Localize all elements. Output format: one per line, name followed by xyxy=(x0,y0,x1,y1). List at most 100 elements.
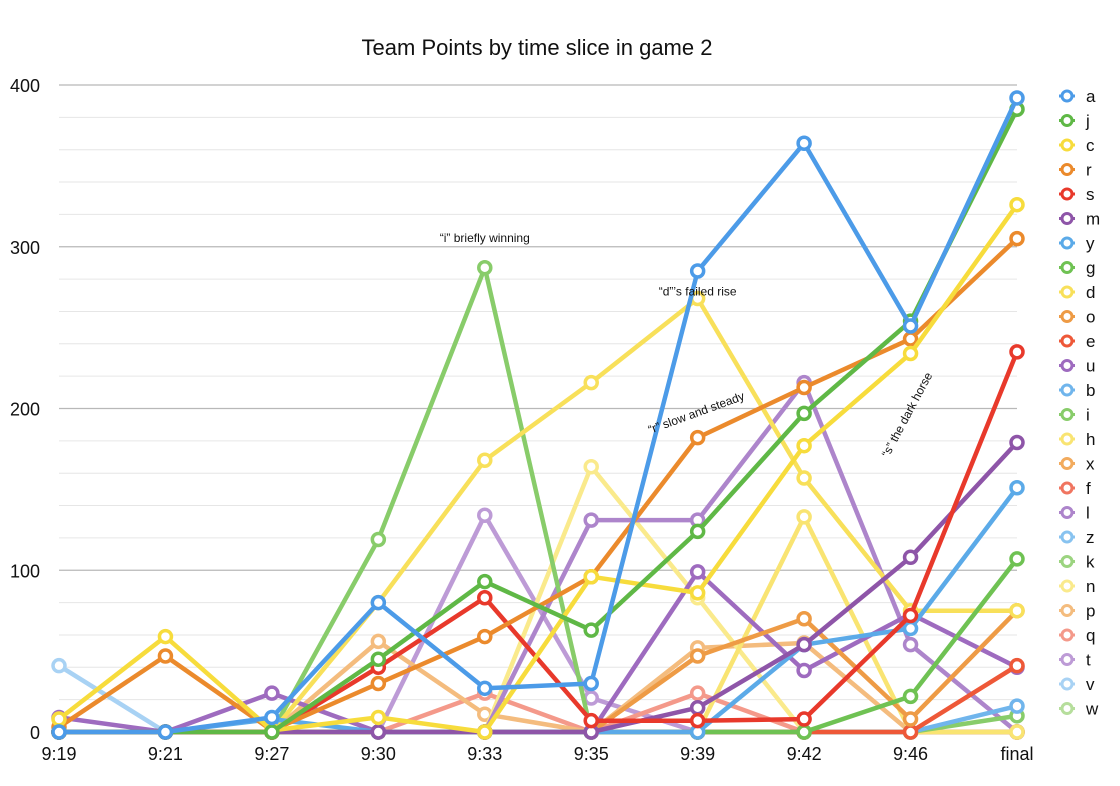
data-point-j xyxy=(583,622,599,638)
data-point-a xyxy=(477,680,493,697)
data-point-g xyxy=(902,688,919,705)
legend-swatch-marker xyxy=(1060,506,1074,519)
legend-label: y xyxy=(1086,234,1095,253)
y-tick-label: 300 xyxy=(10,238,40,258)
legend-label: b xyxy=(1086,381,1095,400)
data-point-s xyxy=(477,589,493,606)
data-point-c xyxy=(689,585,706,601)
data-point-s xyxy=(1009,344,1025,360)
data-point-a xyxy=(370,594,387,611)
data-point-r xyxy=(689,429,706,446)
data-point-u xyxy=(796,662,812,679)
data-point-a xyxy=(583,675,599,692)
data-point-c xyxy=(1009,196,1025,213)
y-tick-label: 400 xyxy=(10,76,40,96)
legend-swatch-marker xyxy=(1060,114,1074,127)
legend-label: t xyxy=(1086,651,1091,670)
legend-label: j xyxy=(1085,112,1090,131)
gridlines xyxy=(59,84,1017,733)
series-a xyxy=(51,90,1025,740)
data-point-s xyxy=(583,712,599,729)
legend-label: w xyxy=(1085,700,1099,719)
legend-swatch-marker xyxy=(1060,236,1074,250)
data-point-r xyxy=(370,675,387,692)
data-point-e xyxy=(1009,657,1025,674)
legend-item-b: b xyxy=(1059,381,1095,400)
data-point-a xyxy=(796,135,812,151)
data-point-r xyxy=(477,628,493,645)
data-point-c xyxy=(583,568,599,585)
y-tick-label: 100 xyxy=(10,561,40,581)
series-line-g xyxy=(56,556,1020,735)
legend-item-f: f xyxy=(1059,479,1091,498)
data-point-n xyxy=(583,458,599,475)
x-tick-label: 9:42 xyxy=(787,744,822,764)
legend-swatch-marker xyxy=(1060,310,1074,323)
data-point-g xyxy=(796,724,812,740)
legend-item-d: d xyxy=(1059,283,1095,302)
legend-swatch-marker xyxy=(1060,432,1074,446)
data-point-c xyxy=(51,711,67,727)
data-point-h xyxy=(1009,724,1025,740)
legend-swatch-marker xyxy=(1060,457,1074,470)
legend-swatch-marker xyxy=(1060,555,1074,568)
data-point-l xyxy=(583,512,599,528)
data-point-l xyxy=(902,636,919,653)
data-point-e xyxy=(902,724,919,740)
data-point-q xyxy=(689,685,706,701)
legend-item-s: s xyxy=(1059,185,1095,204)
data-point-c xyxy=(477,724,493,740)
legend-item-v: v xyxy=(1059,675,1095,694)
legend-swatch-marker xyxy=(1060,163,1074,176)
data-point-s xyxy=(796,711,812,727)
x-tick-label: 9:46 xyxy=(893,744,928,764)
legend-label: a xyxy=(1086,87,1096,106)
legend-label: e xyxy=(1086,332,1095,351)
data-point-o xyxy=(689,648,706,664)
data-point-a xyxy=(157,724,174,740)
legend-swatch-marker xyxy=(1060,579,1074,593)
legend-swatch-marker xyxy=(1060,653,1074,666)
x-tick-label: 9:21 xyxy=(148,744,183,764)
data-point-c xyxy=(902,345,919,362)
legend-item-q: q xyxy=(1059,626,1095,645)
data-point-m xyxy=(796,636,812,653)
data-point-m xyxy=(902,549,919,566)
legend-item-a: a xyxy=(1059,87,1096,106)
data-point-r xyxy=(1009,230,1025,247)
x-axis: 9:19 9:21 9:27 9:30 9:33 9:35 9:39 9:42 9:46 fina… xyxy=(41,744,1033,764)
data-point-c xyxy=(796,437,812,454)
series-c xyxy=(51,196,1025,740)
legend-label: x xyxy=(1086,455,1095,474)
legend-item-r: r xyxy=(1059,161,1092,180)
data-point-a xyxy=(51,724,67,740)
series-line-c xyxy=(56,202,1020,735)
series-lines xyxy=(51,90,1025,740)
legend-item-x: x xyxy=(1059,455,1095,474)
legend-label: p xyxy=(1086,602,1095,621)
series-d xyxy=(51,290,1025,740)
legend-swatch-marker xyxy=(1060,138,1074,152)
legend-swatch-marker xyxy=(1060,677,1074,691)
data-point-j xyxy=(477,573,493,590)
y-tick-label: 0 xyxy=(30,723,40,743)
legend-item-l: l xyxy=(1059,504,1090,523)
legend-item-t: t xyxy=(1059,651,1091,670)
annotations: “i” briefly winning“d”’s failed rise“r” … xyxy=(440,231,936,460)
annotation: “d”’s failed rise xyxy=(659,284,737,298)
legend-swatch-marker xyxy=(1060,212,1074,225)
data-point-a xyxy=(264,709,280,726)
data-point-s xyxy=(689,712,706,729)
x-tick-label: final xyxy=(1000,744,1033,764)
data-point-p xyxy=(370,633,387,650)
legend-swatch-marker xyxy=(1060,187,1074,201)
legend-item-z: z xyxy=(1059,528,1095,547)
legend-label: f xyxy=(1086,479,1091,498)
data-point-b xyxy=(1009,698,1025,714)
y-tick-label: 200 xyxy=(10,400,40,420)
data-point-o xyxy=(796,611,812,627)
data-point-m xyxy=(1009,434,1025,451)
legend-swatch-marker xyxy=(1060,334,1074,348)
legend-item-p: p xyxy=(1059,602,1095,621)
